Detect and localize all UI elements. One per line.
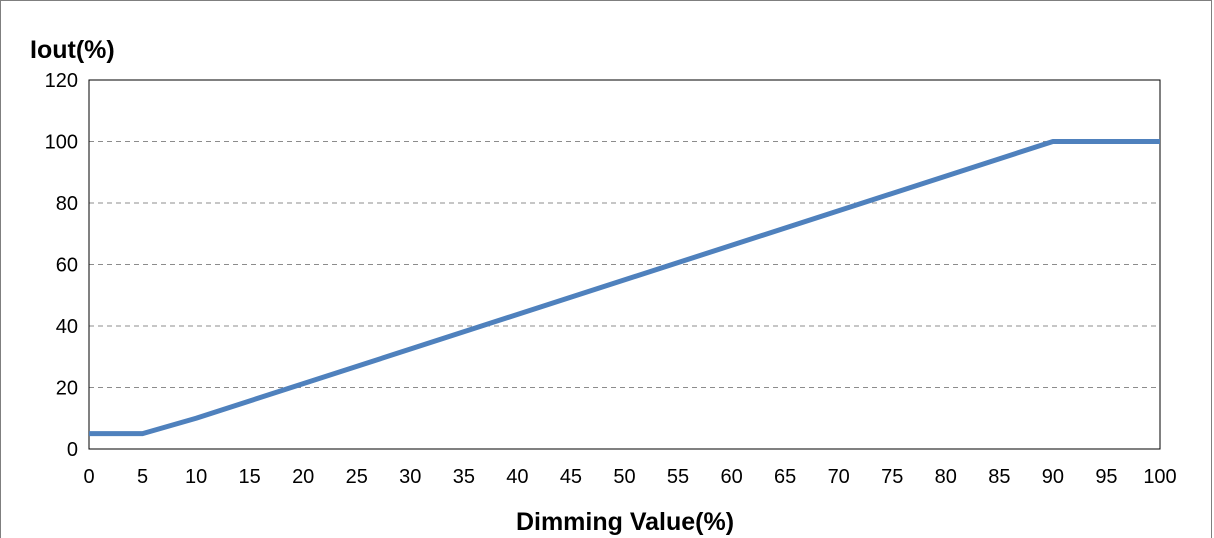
x-tick-label: 30	[399, 466, 421, 488]
x-tick-label: 75	[881, 466, 903, 488]
y-tick-label: 80	[56, 193, 78, 215]
x-axis-ticks: 0 5 10 15 20 25 30 35 40 45 50 55 60 65 70 75 80 85 90 95 10…	[83, 466, 1176, 488]
y-tick-label: 100	[45, 132, 78, 154]
y-tick-label: 60	[56, 255, 78, 277]
y-axis-ticks: 0 20 40 60 80 100 120	[45, 70, 78, 461]
x-tick-label: 85	[988, 466, 1010, 488]
x-tick-label: 25	[346, 466, 368, 488]
x-tick-label: 20	[292, 466, 314, 488]
x-tick-label: 55	[667, 466, 689, 488]
x-axis-title: Dimming Value(%)	[516, 508, 734, 536]
plot-area	[88, 79, 1161, 450]
x-tick-label: 5	[137, 466, 148, 488]
x-tick-label: 95	[1095, 466, 1117, 488]
x-tick-label: 70	[828, 466, 850, 488]
x-tick-label: 65	[774, 466, 796, 488]
x-tick-label: 45	[560, 466, 582, 488]
x-tick-label: 50	[613, 466, 635, 488]
x-tick-label: 80	[935, 466, 957, 488]
x-tick-label: 100	[1143, 466, 1176, 488]
y-tick-label: 40	[56, 316, 78, 338]
x-tick-label: 90	[1042, 466, 1064, 488]
x-tick-label: 60	[720, 466, 742, 488]
series-group	[89, 139, 1160, 437]
x-tick-label: 40	[506, 466, 528, 488]
x-tick-label: 35	[453, 466, 475, 488]
y-tick-label: 0	[67, 439, 78, 461]
x-tick-label: 10	[185, 466, 207, 488]
y-tick-label: 20	[56, 378, 78, 400]
x-tick-label: 0	[83, 466, 94, 488]
y-tick-label: 120	[45, 70, 78, 92]
series-line-0	[89, 139, 1160, 437]
y-axis-title: Iout(%)	[30, 36, 115, 64]
grid-lines	[89, 141, 1160, 388]
x-tick-label: 15	[239, 466, 261, 488]
